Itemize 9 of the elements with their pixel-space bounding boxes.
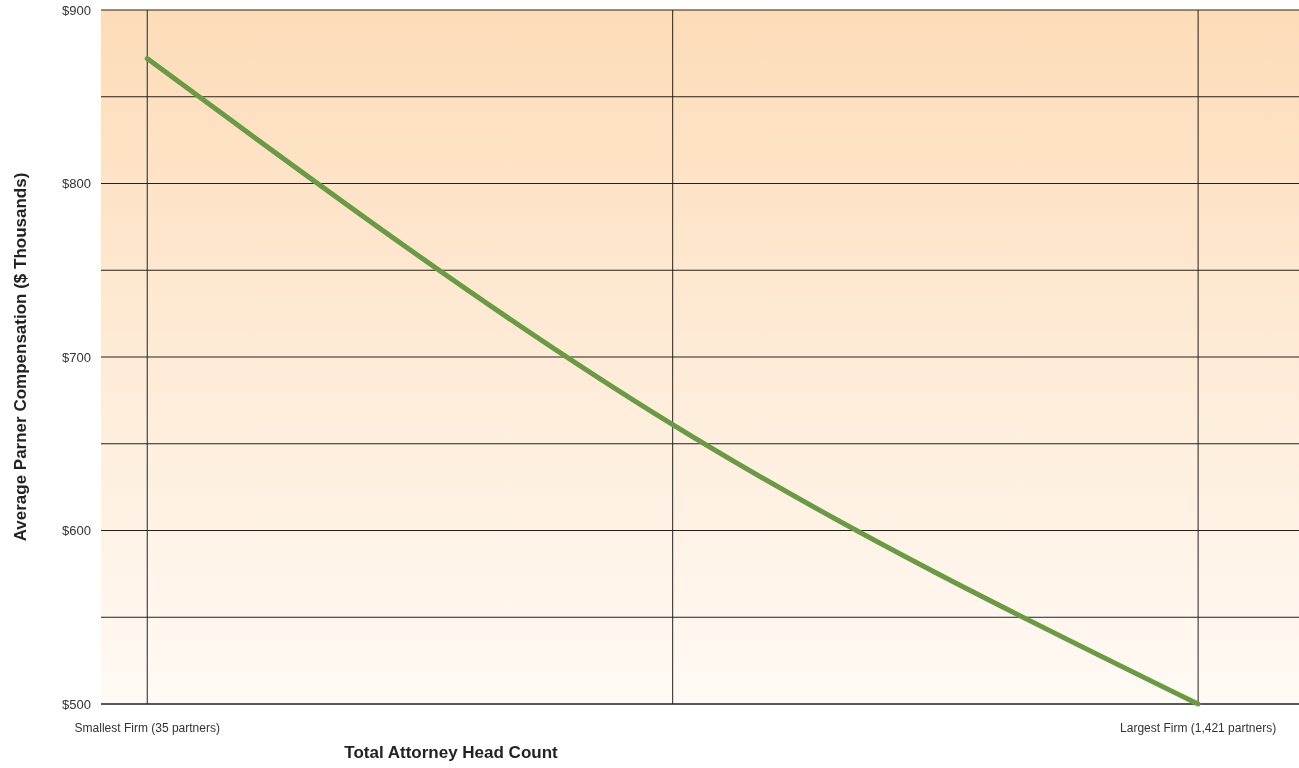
y-tick-label: $900 — [62, 2, 91, 18]
y-tick-label: $800 — [62, 176, 91, 192]
y-axis-title: Average Parner Compensation ($ Thousands) — [11, 172, 30, 542]
y-tick-label: $500 — [62, 696, 91, 712]
x-tick-label: Smallest Firm (35 partners) — [74, 721, 220, 735]
y-tick-label: $700 — [62, 349, 91, 365]
x-tick-label: Largest Firm (1,421 partners) — [1120, 721, 1277, 735]
x-axis-title: Total Attorney Head Count — [344, 743, 559, 762]
y-tick-label: $600 — [62, 523, 91, 539]
